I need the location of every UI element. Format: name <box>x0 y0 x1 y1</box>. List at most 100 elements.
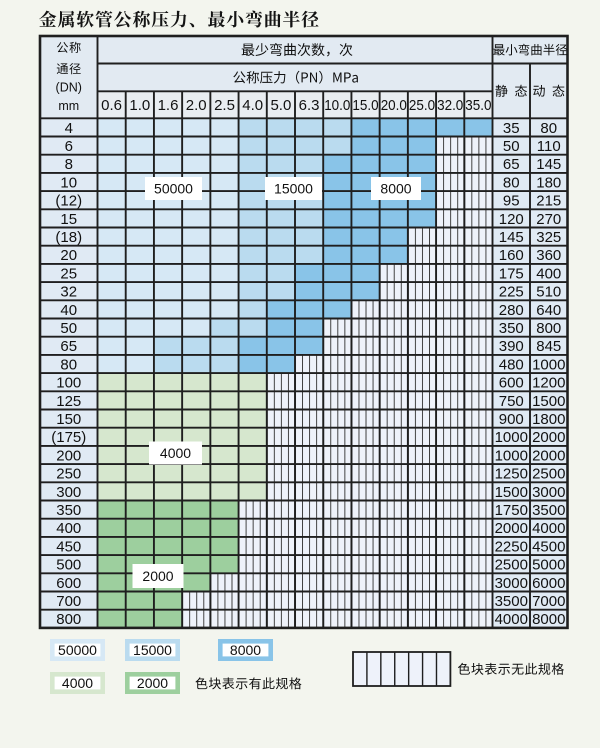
svg-text:7000: 7000 <box>532 593 565 610</box>
svg-text:2250: 2250 <box>495 538 528 555</box>
svg-text:5000: 5000 <box>532 557 565 574</box>
svg-text:160: 160 <box>499 247 524 264</box>
svg-text:mm: mm <box>58 99 79 113</box>
svg-text:65: 65 <box>60 338 77 355</box>
svg-text:1200: 1200 <box>532 375 565 392</box>
svg-text:15000: 15000 <box>274 181 313 197</box>
svg-text:8000: 8000 <box>532 611 565 628</box>
svg-text:(18): (18) <box>55 229 82 246</box>
svg-text:270: 270 <box>536 211 561 228</box>
svg-text:360: 360 <box>536 247 561 264</box>
svg-text:50000: 50000 <box>58 642 97 658</box>
svg-text:15.0: 15.0 <box>352 97 378 114</box>
svg-text:25.0: 25.0 <box>409 97 435 114</box>
svg-text:80: 80 <box>60 356 77 373</box>
svg-text:0.6: 0.6 <box>101 97 122 114</box>
svg-text:1250: 1250 <box>495 466 528 483</box>
svg-text:280: 280 <box>499 302 524 319</box>
svg-text:20: 20 <box>60 247 77 264</box>
svg-text:6.3: 6.3 <box>299 97 320 114</box>
svg-text:120: 120 <box>499 211 524 228</box>
svg-text:15000: 15000 <box>133 642 172 658</box>
svg-text:200: 200 <box>56 447 81 464</box>
svg-text:450: 450 <box>56 538 81 555</box>
svg-text:480: 480 <box>499 356 524 373</box>
svg-text:10.0: 10.0 <box>324 97 350 114</box>
svg-text:35.0: 35.0 <box>465 97 491 114</box>
svg-text:1000: 1000 <box>495 447 528 464</box>
svg-text:3500: 3500 <box>495 593 528 610</box>
svg-text:50: 50 <box>60 320 77 337</box>
svg-text:145: 145 <box>536 156 561 173</box>
svg-text:325: 325 <box>536 229 561 246</box>
svg-text:700: 700 <box>56 593 81 610</box>
svg-text:225: 225 <box>499 284 524 301</box>
svg-text:1500: 1500 <box>495 484 528 501</box>
svg-text:95: 95 <box>503 193 520 210</box>
svg-text:100: 100 <box>56 375 81 392</box>
svg-text:(12): (12) <box>55 193 82 210</box>
svg-text:65: 65 <box>503 156 520 173</box>
svg-text:800: 800 <box>56 611 81 628</box>
svg-text:600: 600 <box>56 575 81 592</box>
svg-text:845: 845 <box>536 338 561 355</box>
svg-text:110: 110 <box>537 138 561 155</box>
svg-text:150: 150 <box>56 411 81 428</box>
svg-text:2500: 2500 <box>495 557 528 574</box>
svg-text:3000: 3000 <box>532 484 565 501</box>
svg-text:350: 350 <box>499 320 524 337</box>
svg-text:1.6: 1.6 <box>158 97 179 114</box>
svg-text:3500: 3500 <box>532 502 565 519</box>
svg-text:250: 250 <box>56 466 81 483</box>
svg-text:40: 40 <box>60 302 77 319</box>
svg-text:350: 350 <box>56 502 81 519</box>
svg-text:4000: 4000 <box>532 520 565 537</box>
svg-text:5.0: 5.0 <box>270 97 291 114</box>
svg-text:2000: 2000 <box>495 520 528 537</box>
svg-text:300: 300 <box>56 484 81 501</box>
svg-text:510: 510 <box>536 284 561 301</box>
svg-text:600: 600 <box>499 375 524 392</box>
svg-text:80: 80 <box>503 174 520 191</box>
svg-text:175: 175 <box>499 265 524 282</box>
svg-text:3000: 3000 <box>495 575 528 592</box>
svg-text:900: 900 <box>499 411 524 428</box>
svg-text:8000: 8000 <box>230 642 261 658</box>
svg-text:4: 4 <box>65 120 73 137</box>
svg-text:50000: 50000 <box>154 181 193 197</box>
svg-text:25: 25 <box>60 265 77 282</box>
svg-text:1000: 1000 <box>532 356 565 373</box>
svg-text:750: 750 <box>499 393 524 410</box>
svg-text:125: 125 <box>56 393 81 410</box>
svg-text:2.0: 2.0 <box>186 97 207 114</box>
svg-text:2000: 2000 <box>532 447 565 464</box>
svg-text:1.0: 1.0 <box>129 97 150 114</box>
svg-text:8000: 8000 <box>380 181 411 197</box>
svg-text:4000: 4000 <box>495 611 528 628</box>
svg-text:35: 35 <box>503 120 520 137</box>
svg-text:500: 500 <box>56 557 81 574</box>
svg-text:4000: 4000 <box>62 675 93 691</box>
svg-text:32.0: 32.0 <box>437 97 463 114</box>
svg-text:80: 80 <box>540 120 557 137</box>
svg-text:2500: 2500 <box>532 466 565 483</box>
svg-text:32: 32 <box>60 284 77 301</box>
svg-text:390: 390 <box>499 338 524 355</box>
svg-text:1800: 1800 <box>532 411 565 428</box>
svg-text:4.0: 4.0 <box>242 97 263 114</box>
svg-text:640: 640 <box>536 302 561 319</box>
svg-text:(DN): (DN) <box>56 81 82 95</box>
svg-text:2000: 2000 <box>142 568 173 584</box>
svg-text:(175): (175) <box>51 429 86 446</box>
svg-text:1500: 1500 <box>532 393 565 410</box>
svg-text:4500: 4500 <box>532 538 565 555</box>
svg-text:1750: 1750 <box>495 502 528 519</box>
svg-text:2.5: 2.5 <box>214 97 235 114</box>
svg-text:6000: 6000 <box>532 575 565 592</box>
svg-text:4000: 4000 <box>160 445 191 461</box>
svg-text:2000: 2000 <box>137 675 168 691</box>
svg-text:15: 15 <box>60 211 77 228</box>
svg-text:2000: 2000 <box>532 429 565 446</box>
svg-text:400: 400 <box>536 265 561 282</box>
svg-text:145: 145 <box>499 229 524 246</box>
